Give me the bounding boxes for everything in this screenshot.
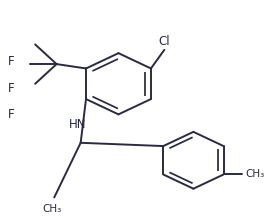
Text: Cl: Cl: [158, 35, 170, 48]
Text: F: F: [8, 82, 14, 95]
Text: F: F: [8, 55, 14, 68]
Text: HN: HN: [69, 118, 86, 131]
Text: CH₃: CH₃: [245, 169, 264, 180]
Text: CH₃: CH₃: [42, 204, 61, 214]
Text: F: F: [8, 108, 14, 121]
